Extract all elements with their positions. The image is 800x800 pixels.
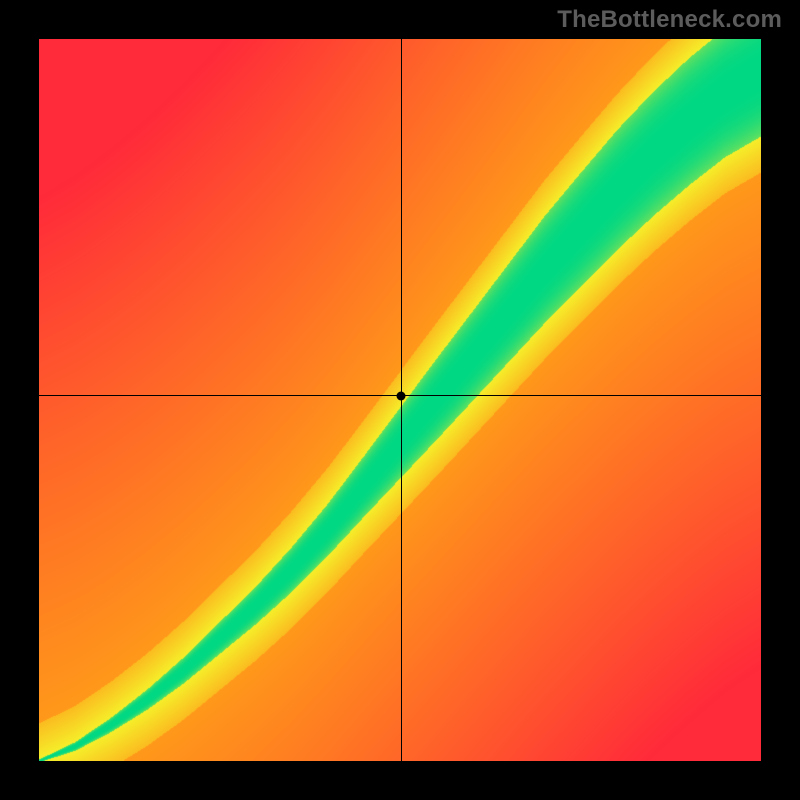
heatmap-plot	[39, 39, 761, 761]
watermark-text: TheBottleneck.com	[557, 6, 782, 34]
crosshair-marker	[397, 391, 406, 400]
